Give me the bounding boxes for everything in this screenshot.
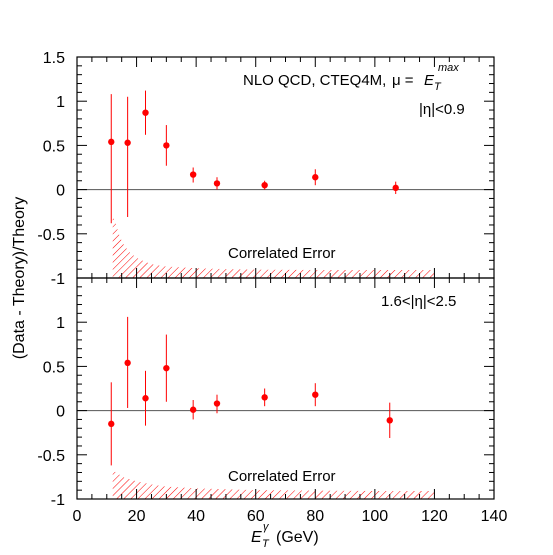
mu-equals: μ = [392,72,414,89]
x-tick-label: 100 [362,508,389,525]
x-tick-label: 120 [421,508,448,525]
bottom-data-point [189,406,197,413]
bottom-data-point [261,394,268,401]
eta-range-top: |η|<0.9 [419,101,465,118]
top-correlated-error-band [112,216,435,278]
x-axis-subscript: T [262,538,270,550]
bottom-y-tick-label: 0.5 [43,359,65,376]
x-tick-label: 40 [187,508,205,525]
y-axis-label: (Data - Theory)/Theory [11,197,28,359]
top-data-point [261,181,268,189]
top-panel: -1 -0.5 0 0.5 1 1.5 [37,50,495,288]
bottom-y-tick-label: 1 [56,315,65,332]
correlated-error-label-bottom: Correlated Error [228,468,336,485]
top-data-point [124,139,131,146]
bottom-data-point [312,391,319,398]
top-data-point [108,138,115,146]
x-axis-unit: (GeV) [276,529,319,546]
top-y-tick-label: 0.5 [43,138,65,155]
x-tick-label: 80 [306,508,324,525]
bottom-y-tick-label: 0 [56,404,65,421]
x-axis-superscript: γ [263,521,270,533]
theory-annotation: NLO QCD, CTEQ4M, [243,72,386,89]
x-tick-label: 140 [481,508,508,525]
top-data-point [392,184,399,192]
top-data-point [189,171,197,178]
bottom-y-tick-label: -1 [51,492,65,509]
x-axis-symbol: E [251,529,262,546]
x-tick-label: 60 [247,508,265,525]
scale-subscript: T [434,81,442,93]
bottom-correlated-error-band [112,468,435,499]
bottom-data-point [163,364,170,372]
top-y-tick-label: -0.5 [37,227,65,244]
top-y-tick-label: -1 [51,271,65,288]
bottom-frame [76,277,495,500]
bottom-panel: -1 -0.5 0 0.5 1 0 20 40 60 80 100 120 140 [37,277,508,525]
correlated-error-label-top: Correlated Error [228,245,336,262]
bottom-data-point [142,395,149,402]
x-tick-label: 20 [128,508,146,525]
bottom-data-point [386,417,393,424]
scale-symbol: E [424,72,435,89]
top-data-point [312,174,319,181]
x-tick-label: 0 [73,508,82,525]
bottom-y-tick-label: -0.5 [37,448,65,465]
top-data-point [142,109,149,116]
bottom-data-point [124,359,131,367]
top-data-point [163,142,170,149]
bottom-data-point [108,420,115,428]
bottom-data-point [213,400,221,407]
eta-range-bottom: 1.6<|η|<2.5 [381,293,456,310]
top-y-tick-label: 1.5 [43,50,65,67]
scale-superscript: max [438,62,459,74]
top-y-tick-label: 1 [56,94,65,111]
top-data-point [213,180,221,187]
top-y-tick-label: 0 [56,183,65,200]
x-axis-label: E T γ (GeV) [251,521,319,550]
